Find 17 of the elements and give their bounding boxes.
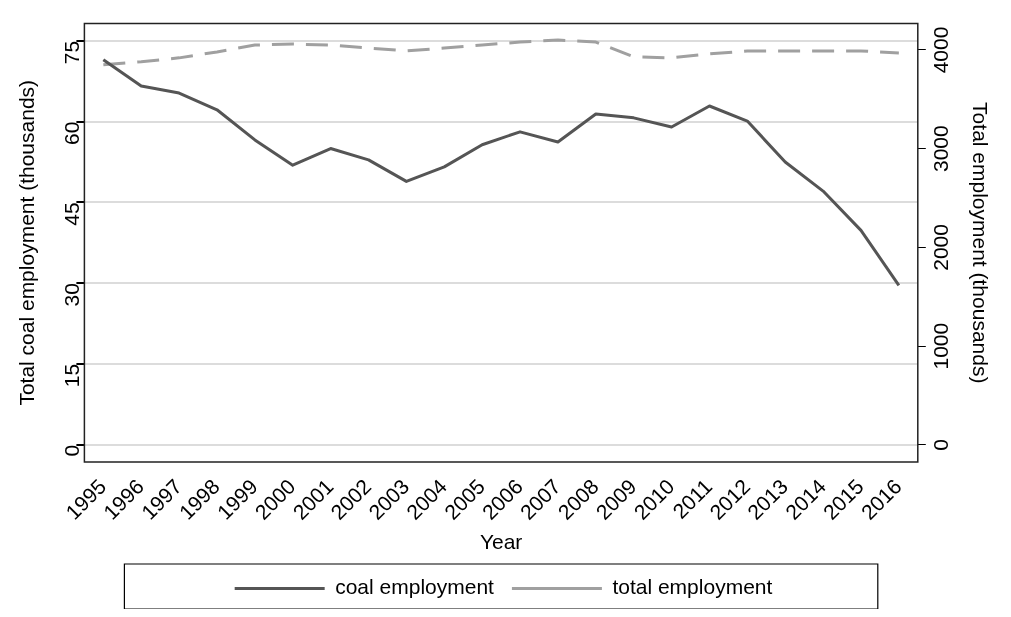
y-tick-label: 30 xyxy=(60,283,84,307)
y2-tick-label: 1000 xyxy=(928,322,952,370)
y2-tick-label: 3000 xyxy=(928,125,952,173)
y-tick-label: 60 xyxy=(60,121,84,145)
y2-axis-title: Total employment (thousands) xyxy=(968,102,992,384)
x-axis-title: Year xyxy=(479,530,523,554)
y2-tick-label: 2000 xyxy=(928,224,952,271)
line-series xyxy=(101,38,901,67)
y2-tick-label: 4000 xyxy=(928,26,952,74)
legend-label: total employment xyxy=(612,575,773,599)
y-tick-label: 0 xyxy=(60,444,84,457)
y-axis-title: Total coal employment (thousands) xyxy=(15,79,39,406)
y-tick-label: 75 xyxy=(60,40,84,65)
y2-tick-label: 0 xyxy=(928,439,952,451)
y-tick-label: 15 xyxy=(60,363,84,388)
legend-label: coal employment xyxy=(335,575,495,599)
y-tick-label: 45 xyxy=(60,202,84,226)
